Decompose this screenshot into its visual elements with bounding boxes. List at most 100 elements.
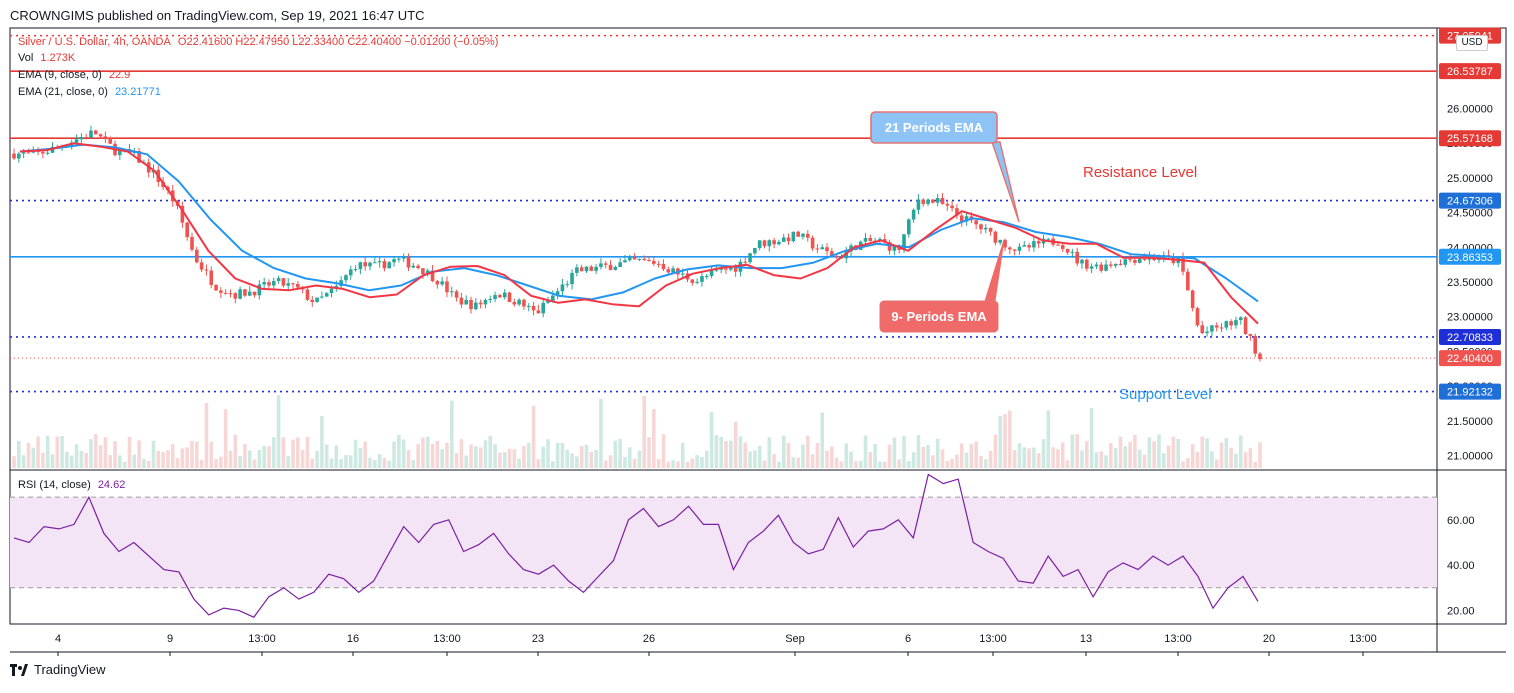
candle-body: [233, 293, 238, 299]
volume-bar: [656, 459, 661, 468]
volume-bar: [1113, 448, 1118, 468]
volume-bar: [454, 452, 459, 468]
tradingview-logo[interactable]: TradingView: [10, 662, 106, 677]
candle-body: [17, 153, 21, 159]
volume-bar: [512, 449, 517, 468]
volume-bar: [1118, 436, 1123, 468]
time-tick-label-8: 6: [905, 633, 911, 645]
volume-bar: [469, 444, 473, 468]
candle-body: [108, 137, 113, 144]
price-label-3: 24.67306: [1447, 196, 1493, 208]
volume-bar: [1248, 448, 1253, 468]
legend-ema21-row[interactable]: EMA (21, close, 0) 23.21771: [18, 86, 165, 98]
candle-body: [709, 270, 714, 276]
volume-bar: [1104, 455, 1108, 468]
candle-body: [940, 198, 945, 204]
candle-body: [671, 268, 675, 273]
time-tick-label-5: 23: [532, 633, 544, 645]
candle-body: [1224, 321, 1229, 328]
candle-body: [979, 224, 983, 230]
volume-bar: [425, 436, 430, 468]
volume-bar: [839, 461, 844, 468]
candle-body: [469, 299, 473, 310]
volume-bar: [541, 446, 545, 468]
volume-bar: [1094, 452, 1099, 468]
volume-bar: [300, 449, 305, 468]
candle-body: [1142, 258, 1147, 260]
legend-volume-row[interactable]: Vol 1.273K: [18, 52, 79, 64]
candle-body: [551, 295, 555, 302]
volume-bar: [1253, 461, 1257, 468]
legend-symbol[interactable]: Silver / U.S. Dollar, 4h, OANDA: [18, 36, 171, 48]
price-label-5: 22.70833: [1447, 332, 1493, 344]
volume-bar: [526, 442, 531, 468]
volume-bar: [748, 451, 752, 468]
candle-body: [1075, 251, 1079, 264]
candle-body: [546, 301, 550, 303]
rsi-line: [13, 473, 1259, 618]
price-label-box-7: [1439, 383, 1501, 400]
volume-bar: [1070, 434, 1075, 468]
candle-body: [1056, 244, 1060, 246]
candle-body: [454, 291, 459, 298]
volume-bar: [324, 444, 329, 468]
volume-bar: [1123, 446, 1128, 468]
candle-body: [695, 281, 699, 283]
candle-body: [623, 260, 627, 263]
legend-rsi-row[interactable]: RSI (14, close) 24.62: [18, 479, 129, 491]
currency-badge[interactable]: USD: [1456, 35, 1488, 51]
time-tick-label-10: 13: [1080, 633, 1092, 645]
volume-bar: [1210, 451, 1214, 468]
volume-bar: [291, 439, 295, 468]
candle-body: [1104, 264, 1108, 271]
candle-body: [411, 265, 416, 268]
candle-body: [430, 270, 435, 281]
support-level-label: Support Level: [1119, 386, 1212, 403]
candle-body: [358, 262, 363, 270]
price-label-1: 26.53787: [1447, 66, 1493, 78]
candle-body: [714, 269, 719, 271]
volume-bar: [603, 460, 608, 468]
volume-bar: [820, 412, 825, 468]
candle-body: [464, 299, 469, 305]
candle-body: [724, 268, 728, 270]
volume-bar: [228, 450, 233, 468]
time-tick-label-4: 13:00: [433, 633, 461, 645]
volume-bar: [21, 455, 26, 468]
volume-bar: [733, 421, 738, 468]
candle-body: [647, 259, 651, 261]
candle-body: [1089, 266, 1094, 269]
volume-bar: [12, 456, 16, 468]
volume-bar: [1012, 450, 1017, 468]
candle-body: [98, 134, 103, 137]
candle-body: [1036, 241, 1041, 244]
candle-body: [440, 281, 444, 285]
volume-bar: [959, 443, 964, 468]
volume-bar: [830, 446, 834, 468]
volume-bar: [41, 452, 45, 468]
volume-bar: [834, 457, 839, 468]
volume-bar: [627, 447, 632, 468]
volume-bar: [358, 447, 363, 468]
volume-bar: [368, 457, 372, 468]
time-tick-label-9: 13:00: [979, 633, 1007, 645]
candle-body: [599, 263, 603, 267]
candle-body: [502, 292, 507, 298]
volume-bar: [363, 441, 367, 468]
volume-bar: [507, 448, 512, 468]
volume-bar: [1089, 408, 1094, 468]
price-label-7: 21.92132: [1447, 387, 1493, 399]
volume-bar: [1080, 450, 1084, 468]
volume-bar: [209, 441, 214, 468]
candle-body: [791, 231, 796, 242]
candle-body: [1157, 258, 1161, 261]
ema9-line: [19, 142, 1259, 325]
candle-body: [849, 245, 853, 252]
legend-ema9-row[interactable]: EMA (9, close, 0) 22.9: [18, 69, 134, 81]
candle-body: [406, 257, 411, 268]
candle-body: [887, 242, 892, 251]
candle-body: [1017, 246, 1022, 251]
candle-body: [781, 237, 786, 242]
candle-body: [50, 147, 55, 153]
